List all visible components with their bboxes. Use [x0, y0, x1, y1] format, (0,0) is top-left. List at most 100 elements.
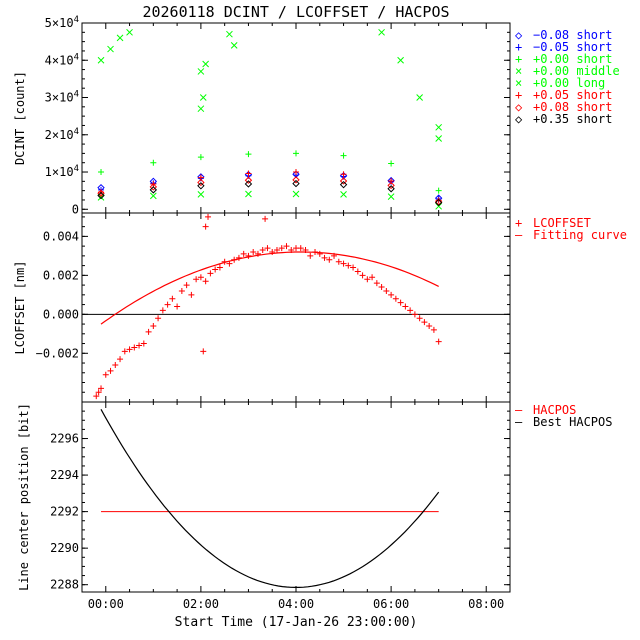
- data-point: [197, 105, 205, 113]
- data-point: [202, 60, 209, 68]
- series-curve: [100, 251, 439, 325]
- data-point: [435, 187, 442, 194]
- data-point: [150, 323, 157, 330]
- x-tick-label: 00:00: [88, 597, 124, 611]
- data-point: [434, 198, 443, 207]
- data-point: [149, 183, 158, 191]
- plot-frame-dcint: [81, 22, 511, 214]
- y-tick-label: 0.002: [43, 268, 79, 282]
- data-point: [426, 323, 433, 330]
- data-point: [292, 179, 300, 188]
- data-point: [359, 272, 366, 279]
- data-point: [117, 356, 124, 363]
- data-point: [140, 340, 147, 347]
- data-point: [245, 252, 252, 259]
- legend-label: Fitting curve: [533, 228, 627, 242]
- y-tick-label: 2294: [50, 468, 79, 482]
- legend-symbol: ×: [515, 76, 522, 90]
- x-tick-label: 08:00: [468, 597, 504, 611]
- data-point: [416, 315, 423, 322]
- legend-label: +0.35 short: [533, 112, 612, 126]
- data-point: [207, 270, 214, 277]
- y-tick-label: 2292: [50, 505, 79, 519]
- data-point: [264, 245, 271, 252]
- legend-symbol: +: [515, 40, 522, 54]
- data-point: [230, 41, 238, 49]
- data-point: [378, 284, 385, 291]
- data-point: [434, 198, 443, 206]
- panel-dcint: 0 1×104 2×104 3×104 4×104 5×104 DCINT [count] ◇…: [13, 15, 620, 216]
- y-tick-label: −0.002: [36, 346, 79, 360]
- data-point: [407, 307, 414, 314]
- data-point: [340, 191, 347, 198]
- data-point: [245, 190, 252, 198]
- data-point: [244, 176, 253, 184]
- legend-label: LCOFFSET: [533, 216, 591, 230]
- data-point: [197, 154, 204, 161]
- y-tick-exponent: 4: [74, 127, 79, 137]
- data-point: [262, 215, 269, 222]
- y-tick-label: 4×104: [45, 52, 79, 67]
- data-point: [199, 94, 207, 101]
- data-point: [169, 295, 176, 302]
- data-point: [107, 367, 114, 374]
- data-point: [97, 191, 105, 200]
- data-point: [126, 346, 133, 353]
- data-point: [121, 348, 128, 355]
- data-point: [200, 348, 207, 355]
- data-point: [373, 280, 380, 287]
- data-point: [131, 344, 138, 351]
- legend-symbol: —: [515, 228, 523, 242]
- data-point: [411, 311, 418, 318]
- data-point: [245, 170, 252, 177]
- y-tick-exponent: 4: [74, 52, 79, 62]
- legend-label: Best HACPOS: [533, 415, 612, 429]
- data-point: [149, 186, 158, 194]
- data-point: [107, 45, 114, 53]
- y-tick-label: 0.000: [43, 307, 79, 321]
- legend-symbol: ◇: [515, 100, 523, 114]
- data-point: [205, 213, 212, 220]
- data-point: [435, 123, 443, 131]
- data-point: [283, 243, 290, 250]
- legend-label: +0.05 short: [533, 88, 612, 102]
- data-point: [216, 264, 223, 271]
- data-point: [340, 171, 347, 178]
- legend-label: +0.00 long: [533, 76, 605, 90]
- legend-label: +0.08 short: [533, 100, 612, 114]
- data-point: [136, 342, 143, 349]
- data-point: [254, 250, 261, 257]
- x-tick-label: 02:00: [183, 597, 219, 611]
- y-tick-label: 2288: [50, 578, 79, 592]
- data-point: [126, 28, 133, 36]
- plot-frame-lcoffset: [81, 212, 511, 403]
- y-tick-label: 2290: [50, 541, 79, 555]
- data-point: [369, 274, 376, 281]
- data-point: [397, 299, 404, 306]
- y-tick-label: 3×104: [45, 90, 79, 105]
- data-point: [98, 169, 105, 176]
- legend-label: −0.05 short: [533, 40, 612, 54]
- y-tick-label: 5×104: [45, 15, 79, 30]
- data-point: [149, 192, 157, 200]
- data-point: [435, 338, 442, 345]
- data-point: [250, 248, 257, 255]
- data-point: [188, 291, 195, 298]
- data-point: [150, 159, 157, 166]
- data-point: [340, 260, 347, 267]
- data-point: [97, 56, 105, 64]
- data-point: [378, 28, 385, 36]
- y-tick-exponent: 4: [74, 15, 79, 25]
- data-point: [197, 274, 204, 281]
- data-point: [335, 258, 342, 265]
- data-point: [383, 287, 390, 294]
- data-point: [402, 303, 409, 310]
- data-point: [354, 268, 361, 275]
- data-point: [321, 254, 328, 261]
- y-tick-exponent: 4: [74, 164, 79, 174]
- data-point: [435, 202, 443, 210]
- panel-lcoffset: −0.002 0.000 0.002 0.004 LCOFFSET [nm] + LCOFF…: [13, 212, 627, 403]
- data-point: [293, 150, 299, 157]
- legend-label: HACPOS: [533, 403, 576, 417]
- data-point: [197, 191, 205, 198]
